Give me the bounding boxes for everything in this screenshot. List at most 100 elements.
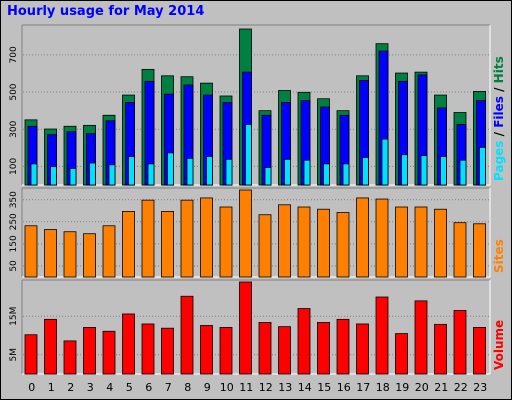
- pages-bar: [89, 162, 96, 186]
- x-tick-label: 23: [473, 381, 487, 394]
- x-tick-label: 17: [356, 381, 370, 394]
- volume-bar: [44, 318, 57, 375]
- hits-panel-ylabel-part: /: [492, 128, 506, 141]
- x-tick-label: 10: [220, 381, 234, 394]
- sites-bar: [44, 229, 57, 278]
- sites-ytick-label: 250: [9, 213, 19, 230]
- volume-bar: [24, 334, 38, 375]
- volume-ytick-label: 5M: [9, 348, 19, 362]
- hits-panel-ylabel-part: Hits: [492, 56, 506, 83]
- pages-bar: [108, 164, 116, 186]
- hits-panel-ylabel-part: Pages: [492, 141, 506, 181]
- x-tick-label: 16: [337, 381, 351, 394]
- sites-bar: [336, 212, 350, 278]
- hits-panel: [22, 25, 490, 185]
- pages-bar: [225, 158, 233, 186]
- volume-bar: [395, 333, 408, 375]
- volume-bar: [122, 313, 135, 375]
- sites-bar: [180, 199, 194, 278]
- x-tick-label: 22: [454, 381, 468, 394]
- sites-bar: [317, 208, 330, 278]
- volume-bar: [356, 323, 369, 375]
- hits-ytick-label: 700: [9, 46, 19, 63]
- volume-bar: [434, 323, 447, 375]
- sites-bar: [473, 223, 486, 278]
- x-tick-label: 5: [126, 381, 133, 394]
- pages-bar: [167, 152, 174, 186]
- pages-bar: [50, 166, 57, 186]
- hits-ytick-label: 100: [9, 158, 19, 175]
- pages-bar: [186, 157, 194, 186]
- x-tick-label: 21: [434, 381, 448, 394]
- volume-bar: [278, 326, 291, 375]
- sites-bar: [161, 211, 174, 278]
- pages-bar: [323, 163, 330, 186]
- pages-bar: [30, 163, 38, 186]
- x-tick-label: 19: [395, 381, 409, 394]
- sites-bar: [200, 197, 213, 278]
- sites-bar: [258, 214, 272, 278]
- pages-bar: [147, 163, 155, 186]
- x-tick-label: 18: [376, 381, 390, 394]
- sites-bar: [434, 208, 447, 278]
- sites-bar: [102, 225, 116, 278]
- pages-bar: [284, 158, 291, 186]
- volume-bar: [258, 322, 272, 375]
- volume-bar: [473, 327, 486, 375]
- sites-ytick-label: 350: [9, 191, 19, 208]
- hits-panel-ylabel-part: /: [492, 83, 506, 96]
- sites-bar: [356, 197, 369, 278]
- x-tick-label: 8: [184, 381, 191, 394]
- pages-bar: [440, 156, 447, 186]
- volume-bar: [297, 308, 311, 375]
- sites-panel: [22, 188, 490, 277]
- chart-title: Hourly usage for May 2014: [7, 4, 205, 19]
- volume-bar: [161, 327, 174, 375]
- volume-bar: [414, 300, 428, 375]
- volume-bar: [239, 281, 252, 375]
- sites-bar: [297, 206, 311, 278]
- sites-bar: [122, 211, 135, 278]
- x-tick-label: 13: [278, 381, 292, 394]
- hits-panel-ylabel-part: Files: [492, 96, 506, 128]
- x-tick-label: 1: [48, 381, 55, 394]
- sites-panel-ylabel: Sites: [492, 239, 506, 273]
- x-tick-label: 20: [415, 381, 429, 394]
- x-tick-label: 15: [317, 381, 331, 394]
- x-tick-label: 6: [145, 381, 152, 394]
- x-tick-label: 9: [204, 381, 211, 394]
- volume-bar: [336, 318, 350, 375]
- hits-panel-ylabel: Pages / Files / Hits: [492, 56, 506, 181]
- pages-bar: [264, 167, 272, 186]
- volume-bar: [317, 322, 330, 375]
- pages-bar: [245, 124, 252, 186]
- hits-ytick-label: 300: [9, 120, 19, 137]
- pages-bar: [420, 155, 428, 186]
- sites-ytick-label: 50: [9, 260, 19, 272]
- x-tick-label: 7: [165, 381, 172, 394]
- x-tick-label: 2: [67, 381, 74, 394]
- x-tick-label: 11: [239, 381, 253, 394]
- volume-bar: [83, 327, 96, 375]
- x-tick-label: 12: [259, 381, 273, 394]
- volume-panel: [22, 280, 490, 374]
- x-tick-label: 0: [28, 381, 35, 394]
- sites-bar: [63, 231, 77, 278]
- volume-bar: [63, 340, 77, 375]
- sites-bar: [239, 189, 252, 278]
- hits-ytick-label: 500: [9, 83, 19, 100]
- sites-bar: [24, 225, 38, 278]
- pages-bar: [362, 157, 369, 186]
- sites-bar: [278, 204, 291, 278]
- sites-bar: [141, 199, 155, 278]
- volume-bar: [453, 310, 467, 375]
- volume-bar: [375, 296, 389, 375]
- volume-bar: [180, 295, 194, 375]
- volume-ytick-label: 15M: [9, 307, 19, 326]
- volume-bar: [219, 327, 233, 375]
- pages-bar: [206, 156, 213, 186]
- pages-bar: [459, 159, 467, 186]
- pages-bar: [69, 168, 77, 186]
- sites-bar: [83, 233, 96, 278]
- pages-bar: [479, 146, 486, 186]
